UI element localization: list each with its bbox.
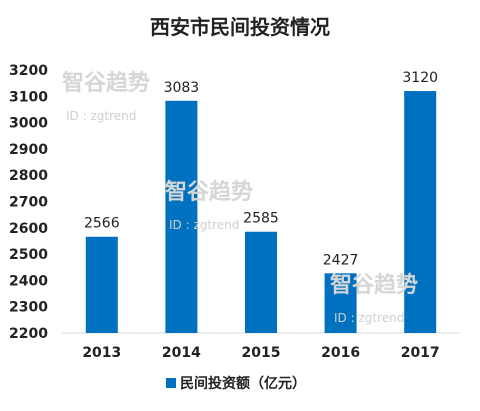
- x-tick-label: 2015: [242, 345, 281, 361]
- bar: [85, 236, 118, 333]
- y-tick-label: 2200: [9, 326, 48, 342]
- y-tick-label: 2700: [9, 195, 48, 211]
- y-tick-label: 2800: [9, 168, 48, 184]
- data-label: 2427: [323, 252, 359, 268]
- y-axis: 2200 2300 2400 2500 2600 2700 2800 2900 3000 3100…: [9, 63, 48, 342]
- data-label: 3120: [402, 70, 438, 86]
- x-tick-label: 2013: [82, 345, 121, 361]
- legend-swatch: [166, 378, 176, 388]
- bar: [324, 273, 357, 333]
- data-labels: 2566 3083 2585 2427 3120: [84, 70, 438, 268]
- y-tick-label: 2400: [9, 273, 48, 289]
- watermark-id: ID : zgtrend: [334, 311, 404, 325]
- x-tick-label: 2017: [401, 345, 440, 361]
- watermark-text: 智谷趋势: [165, 179, 253, 205]
- y-tick-label: 3200: [9, 63, 48, 79]
- x-axis: 2013 2014 2015 2016 2017: [62, 332, 460, 361]
- x-tick-label: 2014: [162, 345, 201, 361]
- y-tick-label: 2600: [9, 221, 48, 237]
- y-tick-label: 3100: [9, 89, 48, 105]
- y-tick-label: 2900: [9, 142, 48, 158]
- y-tick-label: 2500: [9, 247, 48, 263]
- data-label: 2585: [243, 211, 279, 227]
- watermark-id: ID : zgtrend: [169, 218, 239, 232]
- watermark-text: 智谷趋势: [62, 70, 150, 96]
- watermarks: 智谷趋势 ID : zgtrend 智谷趋势 ID : zgtrend 智谷趋势 ID :…: [62, 70, 418, 325]
- bar: [245, 231, 277, 333]
- x-tick-label: 2016: [321, 345, 360, 361]
- watermark-id: ID : zgtrend: [66, 109, 136, 123]
- watermark-text: 智谷趋势: [330, 272, 418, 298]
- legend-label: 民间投资额（亿元）: [180, 375, 306, 392]
- legend: 民间投资额（亿元）: [166, 375, 306, 392]
- y-tick-label: 3000: [9, 116, 48, 132]
- y-tick-label: 2300: [9, 300, 48, 316]
- bar: [404, 91, 437, 333]
- data-label: 2566: [84, 216, 120, 232]
- bars: [85, 91, 437, 333]
- chart-title: 西安市民间投资情况: [150, 15, 330, 39]
- bar: [165, 100, 198, 333]
- data-label: 3083: [164, 80, 200, 96]
